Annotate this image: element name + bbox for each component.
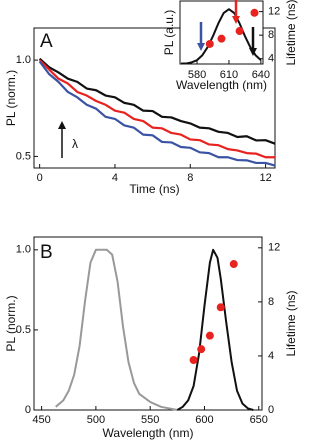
x-tick-label: 0 <box>37 172 43 184</box>
x-axis-label: Time (ns) <box>129 182 179 196</box>
y-axis-label: PL (a.u.) <box>162 10 176 56</box>
y2-tick-label: 4 <box>268 350 274 362</box>
y-axis-label: PL (norm.) <box>4 70 18 126</box>
x-tick-label: 500 <box>87 414 105 426</box>
y-tick-label: 0.5 <box>16 324 31 336</box>
y2-tick-label: 12 <box>268 242 280 254</box>
x-tick-label: 640 <box>252 69 270 81</box>
data-point <box>235 27 244 36</box>
y2-axis-label: Lifetime (ns) <box>284 0 298 66</box>
y2-tick-label: 12 <box>268 6 280 18</box>
y-tick-label: 1.0 <box>16 54 31 66</box>
x-tick-label: 580 <box>188 69 206 81</box>
data-line <box>176 248 254 411</box>
x-tick-label: 4 <box>112 172 118 184</box>
data-point <box>205 331 214 340</box>
panel-label: B <box>40 242 53 263</box>
y-tick-label: 1.0 <box>16 244 31 256</box>
data-line <box>38 57 276 145</box>
y2-tick-label: 8 <box>268 29 274 41</box>
x-tick-label: 8 <box>187 172 193 184</box>
x-tick-label: 450 <box>32 414 50 426</box>
data-point <box>217 34 226 43</box>
data-point <box>229 260 238 269</box>
x-tick-label: 650 <box>250 414 268 426</box>
x-tick-label: 600 <box>195 414 213 426</box>
data-line <box>55 248 178 411</box>
y2-tick-label: 8 <box>268 296 274 308</box>
data-point <box>250 8 259 17</box>
data-point <box>205 39 214 48</box>
plot-frame <box>179 0 264 65</box>
data-line <box>38 60 276 167</box>
annotation: λ <box>72 137 78 151</box>
x-axis-label: Wavelength (nm) <box>176 78 267 92</box>
y-tick-label: 0 <box>25 404 31 416</box>
x-tick-label: 12 <box>259 172 271 184</box>
y2-axis-label: Lifetime (ns) <box>284 290 298 356</box>
plot-frame <box>33 236 263 411</box>
data-point <box>189 355 198 364</box>
data-line <box>38 59 275 159</box>
y2-tick-label: 0 <box>268 404 274 416</box>
data-line <box>181 8 262 65</box>
x-tick-label: 610 <box>220 69 238 81</box>
plot-frame <box>33 27 276 169</box>
data-point <box>216 303 225 312</box>
x-axis-label: Wavelength (nm) <box>103 426 194 440</box>
y-tick-label: 0.5 <box>16 150 31 162</box>
y-axis-label: PL (norm.) <box>4 295 18 351</box>
data-point <box>197 345 206 354</box>
panel-label: A <box>40 31 53 52</box>
y2-tick-label: 4 <box>268 53 274 65</box>
x-tick-label: 550 <box>141 414 159 426</box>
figure: 0 4 8 12 1.0 0.5 Time (ns) PL (norm.) A 580 610 640… <box>4 0 298 440</box>
